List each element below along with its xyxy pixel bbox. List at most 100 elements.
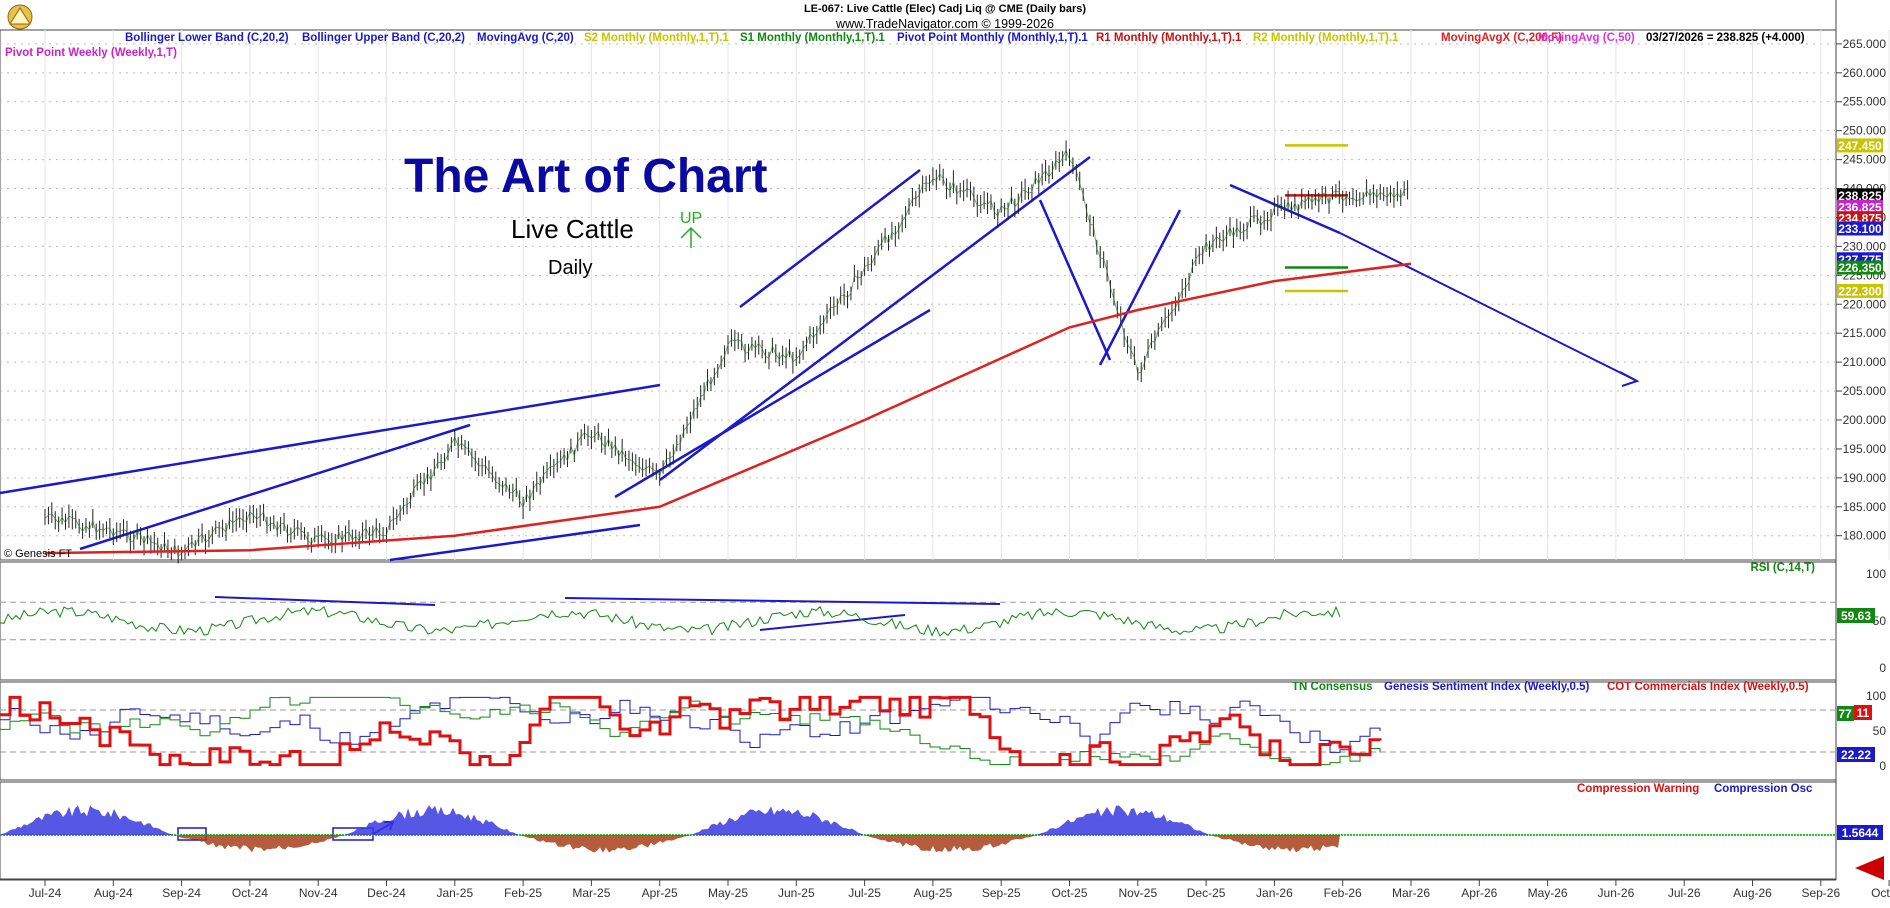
tn-value: 77 (1838, 707, 1852, 721)
x-tick-label: Mar-26 (1392, 886, 1430, 900)
legend-item: S1 Monthly (Monthly,1,T).1 (740, 32, 885, 44)
trend-line (614, 308, 931, 499)
compression-osc-area (0, 805, 1340, 835)
header-line1: LE-067: Live Cattle (Elec) Cadj Liq @ CM… (804, 3, 1086, 15)
sentiment-legend-item: Genesis Sentiment Index (Weekly,0.5) (1384, 681, 1590, 693)
x-tick-label: Mar-25 (572, 886, 610, 900)
price-tag-bg (1837, 221, 1883, 236)
x-tick-label: Jul-24 (29, 886, 62, 900)
compression-value-tag: 1.5644 (1837, 825, 1883, 840)
rsi-label: RSI (C,14,T) (1750, 562, 1815, 574)
price-tag-bg (1837, 138, 1883, 153)
pivot-weekly-legend: Pivot Point Weekly (Weekly,1,T) (5, 47, 177, 59)
x-tick-label: Jan-25 (436, 886, 473, 900)
trend-line (1038, 199, 1112, 361)
y-tick-label: 185.000 (1843, 500, 1887, 514)
genesis-sentiment-line (0, 696, 1381, 753)
trend-line (389, 523, 641, 562)
x-tick-label: Jul-26 (1668, 886, 1701, 900)
sentiment-legend-item: COT Commercials Index (Weekly,0.5) (1607, 681, 1809, 693)
x-tick-label: Sep-24 (162, 886, 201, 900)
x-tick-label: Oct-25 (1051, 886, 1087, 900)
x-tick-label: Sep-26 (1801, 886, 1840, 900)
chart-timeframe: Daily (548, 257, 592, 279)
last-close-label: 03/27/2026 = 238.825 (+4.000) (1646, 32, 1805, 44)
scroll-right-icon[interactable] (1855, 856, 1884, 880)
x-tick-label: Nov-25 (1118, 886, 1157, 900)
x-tick-label: Oct-26 (1871, 886, 1890, 900)
y-tick-label: 250.000 (1843, 124, 1887, 138)
y-tick-label: 205.000 (1843, 384, 1887, 398)
genesis-value: 22.22 (1841, 748, 1871, 762)
genesis-copyright: © Genesis FT (4, 548, 72, 560)
price-tag-bg (1837, 199, 1883, 214)
price-tag-bg (1837, 283, 1883, 298)
rsi-trend-line (759, 614, 906, 631)
grid (0, 30, 1890, 753)
trend-line (739, 169, 921, 308)
sentiment-legend-item: TN Consensus (1292, 681, 1373, 693)
legend-item: R1 Monthly (Monthly,1,T).1 (1096, 32, 1242, 44)
rsi-series-line (0, 605, 1341, 637)
x-tick-label: Aug-25 (914, 886, 953, 900)
x-tick-label: Dec-24 (367, 886, 406, 900)
cot-commercials-line (0, 695, 1382, 767)
sentiment-tick-label: 0 (1879, 759, 1886, 773)
price-tag-bg (1837, 260, 1883, 275)
forecast-arrowhead-icon (1619, 371, 1640, 387)
rsi-tick-label: 100 (1866, 567, 1886, 581)
y-tick-label: 245.000 (1843, 153, 1887, 167)
legend-item: Pivot Point Monthly (Monthly,1,T).1 (897, 32, 1088, 44)
y-tick-label: 180.000 (1843, 529, 1887, 543)
price-tag-label: 238.825 (1838, 189, 1882, 203)
genesis-logo (7, 4, 33, 30)
y-tick-label: 265.000 (1843, 37, 1887, 51)
price-drawings (0, 144, 1640, 841)
legend-item: R2 Monthly (Monthly,1,T).1 (1253, 32, 1399, 44)
legend-item: MovingAvg (C,50) (1538, 32, 1635, 44)
ma200-series-line (44, 262, 1412, 555)
compression-warning-area (0, 835, 1340, 853)
x-tick-label: Aug-24 (94, 886, 133, 900)
compression-legend-item: Compression Osc (1714, 783, 1813, 795)
forecast-arrow-line (1339, 232, 1636, 381)
cot-value: 11 (1857, 706, 1870, 720)
y-tick-label: 195.000 (1843, 442, 1887, 456)
legend-item: MovingAvg (C,20) (477, 32, 574, 44)
y-tick-label: 215.000 (1843, 326, 1887, 340)
y-tick-label: 190.000 (1843, 471, 1887, 485)
x-tick-label: Apr-25 (642, 886, 678, 900)
y-tick-label: 230.000 (1843, 239, 1887, 253)
compression-legend-item: Compression Warning (1577, 783, 1699, 795)
price-tag-label: 233.100 (1838, 222, 1882, 236)
price-tag-bg (1837, 188, 1883, 203)
x-tick-label: May-25 (708, 886, 748, 900)
x-tick-label: Feb-26 (1324, 886, 1362, 900)
price-labels: 247.450238.825236.825234.875233.100227.7… (1837, 138, 1883, 298)
trend-line (1098, 209, 1182, 366)
svg-text:1.5644: 1.5644 (1842, 826, 1879, 840)
x-tick-label: Aug-26 (1733, 886, 1772, 900)
x-tick-label: Jan-26 (1256, 886, 1293, 900)
sentiment-tick-label: 100 (1866, 689, 1886, 703)
x-ticks: Jul-24 Aug-24 Sep-24 Oct-24 Nov-24 Dec-24 Jan-… (29, 880, 1890, 900)
x-tick-label: Nov-24 (299, 886, 338, 900)
sentiment-tick-label: 50 (1873, 724, 1887, 738)
x-tick-label: Jul-25 (848, 886, 881, 900)
legend-item: MovingAvgX (C,200,F) (1441, 32, 1562, 44)
y-tick-label: 260.000 (1843, 66, 1887, 80)
compression-labels: Compression Warning Compression Osc (1577, 783, 1813, 795)
chart-title: The Art of Chart (404, 150, 768, 203)
y-tick-label: 220.000 (1843, 297, 1887, 311)
x-tick-label: Oct-24 (232, 886, 268, 900)
x-tick-label: Jun-26 (1598, 886, 1635, 900)
legend-item: Bollinger Lower Band (C,20,2) (125, 32, 289, 44)
rsi-trend-line (564, 597, 1001, 605)
y-tick-label: 210.000 (1843, 355, 1887, 369)
rsi-value-tag: 59.63 (1837, 608, 1875, 623)
y-tick-label: 200.000 (1843, 413, 1887, 427)
header-line2: www.TradeNavigator.com © 1999-2026 (835, 17, 1054, 31)
rsi-tick-label: 50 (1873, 614, 1887, 628)
